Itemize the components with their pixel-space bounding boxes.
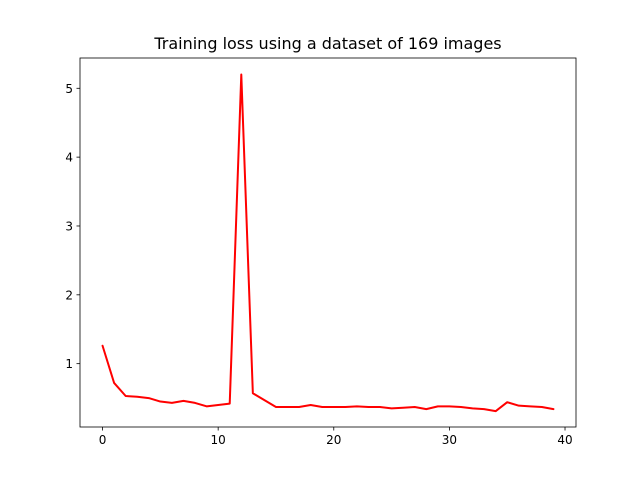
- y-tick-label: 3: [65, 219, 73, 233]
- x-tick-label: 10: [211, 433, 226, 447]
- x-tick-label: 30: [442, 433, 457, 447]
- y-tick-label: 4: [65, 151, 73, 165]
- chart-title: Training loss using a dataset of 169 ima…: [153, 34, 501, 53]
- plot-area: [101, 73, 555, 413]
- x-tick-label: 40: [557, 433, 572, 447]
- y-tick-label: 1: [65, 357, 73, 371]
- axes: 0 10 20 30 40 1 2 3 4 5: [65, 57, 577, 447]
- x-tick-label: 20: [326, 433, 341, 447]
- axes-frame: [79, 57, 577, 428]
- series-line-0: [101, 73, 555, 413]
- y-tick-label: 2: [65, 288, 73, 302]
- y-tick-label: 5: [65, 82, 73, 96]
- x-tick-label: 0: [99, 433, 107, 447]
